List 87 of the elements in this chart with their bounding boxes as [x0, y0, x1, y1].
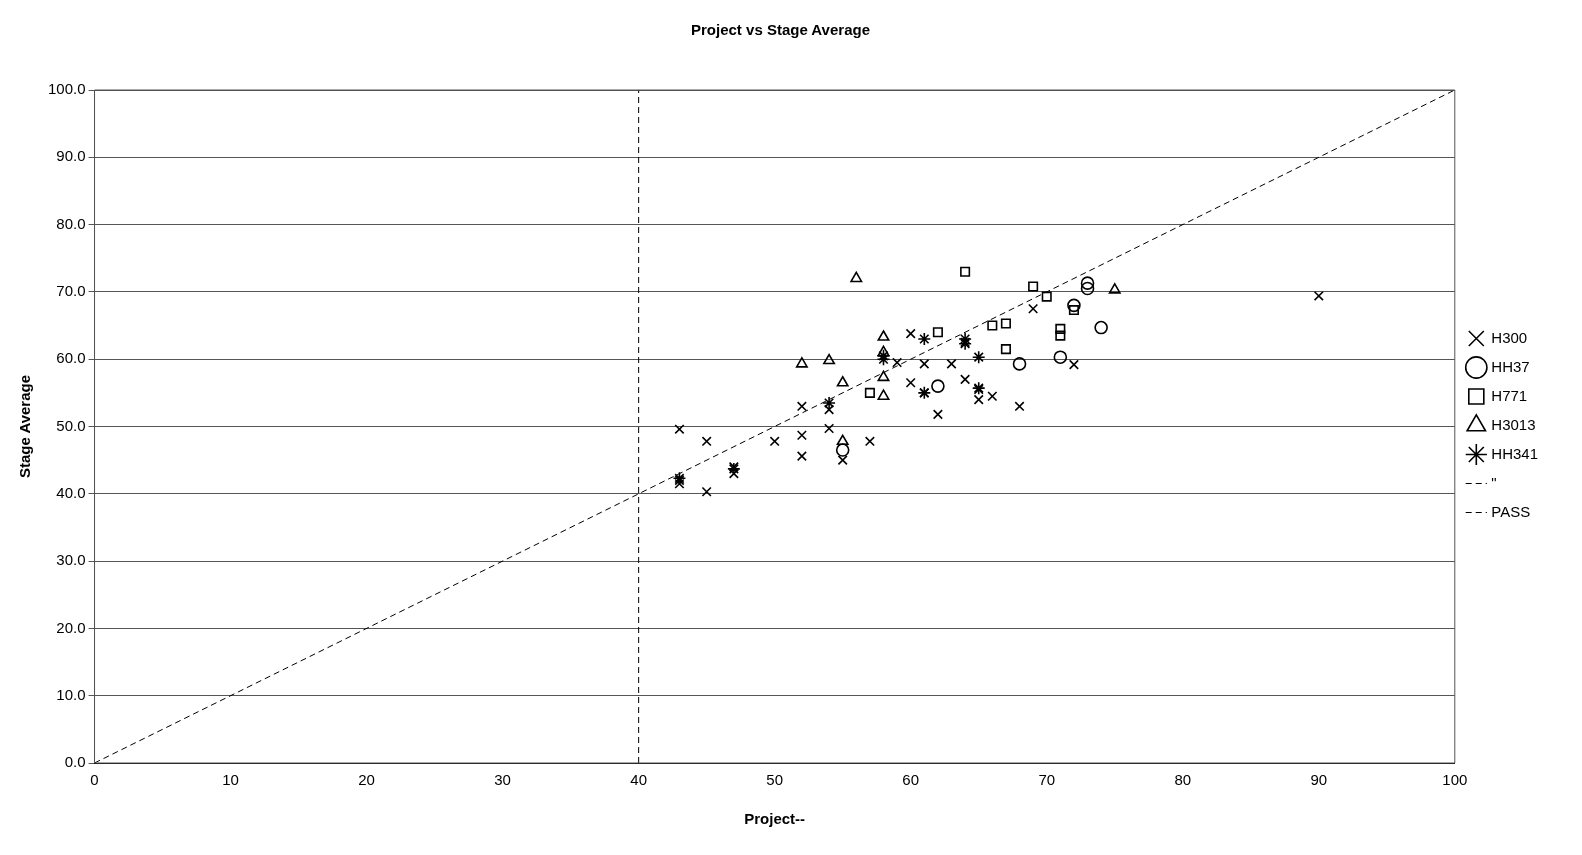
point: [796, 430, 807, 441]
y-tick-label: 60.0: [56, 349, 86, 367]
y-tick-label: 10.0: [56, 685, 86, 703]
point: [1094, 320, 1108, 335]
point: [796, 401, 807, 412]
point: [796, 451, 807, 462]
point: [824, 423, 835, 434]
point: [919, 358, 930, 369]
point: [1080, 281, 1095, 296]
y-tick-label: 0.0: [64, 753, 86, 771]
point: [701, 486, 712, 497]
x-tick-label: 10: [222, 771, 239, 789]
point: [917, 332, 932, 346]
point: [1041, 291, 1052, 302]
x-tick-label: 70: [1038, 771, 1056, 789]
point: [1012, 357, 1027, 371]
point: [905, 328, 916, 339]
point: [892, 357, 903, 368]
y-tick-label: 90.0: [56, 147, 86, 165]
point: [701, 436, 712, 447]
point: [877, 330, 890, 341]
point: [864, 387, 875, 398]
x-axis-title: Project--: [744, 810, 806, 828]
point: [931, 379, 945, 393]
point: [877, 389, 890, 401]
point: [823, 353, 836, 365]
y-tick-label: 40.0: [56, 483, 86, 501]
x-tick-label: 40: [630, 771, 647, 789]
point: [877, 370, 890, 382]
chart-title: Project vs Stage Average: [691, 21, 870, 39]
point: [727, 462, 741, 476]
point: [836, 375, 849, 387]
point: [1313, 290, 1324, 301]
x-tick-label: 100: [1442, 771, 1468, 789]
point: [971, 350, 986, 364]
legend-label: HH37: [1491, 357, 1530, 375]
point: [674, 424, 685, 435]
legend-label: H300: [1491, 328, 1528, 346]
y-tick-label: 80.0: [56, 214, 86, 232]
point: [1080, 276, 1095, 290]
point: [960, 266, 971, 277]
point: [835, 443, 850, 457]
x-tick-label: 80: [1174, 771, 1192, 789]
y-tick-label: 70.0: [56, 282, 86, 300]
point: [1028, 281, 1039, 292]
legend-label: ": [1491, 473, 1497, 491]
x-tick-label: 20: [358, 771, 375, 789]
point: [932, 409, 943, 420]
y-tick-label: 20.0: [56, 618, 86, 636]
point: [960, 374, 971, 385]
point: [836, 434, 849, 446]
point: [795, 357, 808, 368]
point: [1000, 344, 1011, 355]
point: [850, 271, 863, 283]
point: [1014, 401, 1025, 412]
point: [1055, 330, 1066, 341]
point: [877, 345, 890, 357]
point: [1068, 305, 1079, 316]
legend-label: H771: [1491, 386, 1528, 404]
point: [987, 320, 998, 331]
y-tick-label: 100.0: [47, 80, 86, 98]
legend-label: H3013: [1491, 415, 1536, 433]
legend-label: PASS: [1491, 502, 1531, 520]
point: [1068, 359, 1079, 370]
legend-label: HH341: [1491, 444, 1539, 462]
x-tick-label: 90: [1310, 771, 1328, 789]
x-tick-label: 30: [494, 771, 511, 789]
point: [672, 471, 687, 486]
x-tick-label: 60: [902, 771, 920, 789]
point: [1028, 303, 1039, 314]
point: [864, 436, 875, 447]
y-axis-title: Stage Average: [16, 374, 34, 479]
point: [1000, 318, 1011, 329]
x-tick-label: 0: [90, 771, 99, 789]
point: [1055, 323, 1066, 334]
point: [1067, 298, 1081, 313]
point: [932, 327, 943, 338]
point: [837, 455, 848, 466]
x-tick-label: 50: [766, 771, 784, 789]
point: [1108, 283, 1121, 294]
point: [905, 377, 916, 388]
point: [946, 358, 957, 369]
point: [1053, 350, 1068, 364]
y-tick-label: 50.0: [56, 416, 86, 434]
y-tick-label: 30.0: [56, 551, 86, 569]
point: [987, 391, 998, 402]
point: [769, 436, 780, 447]
